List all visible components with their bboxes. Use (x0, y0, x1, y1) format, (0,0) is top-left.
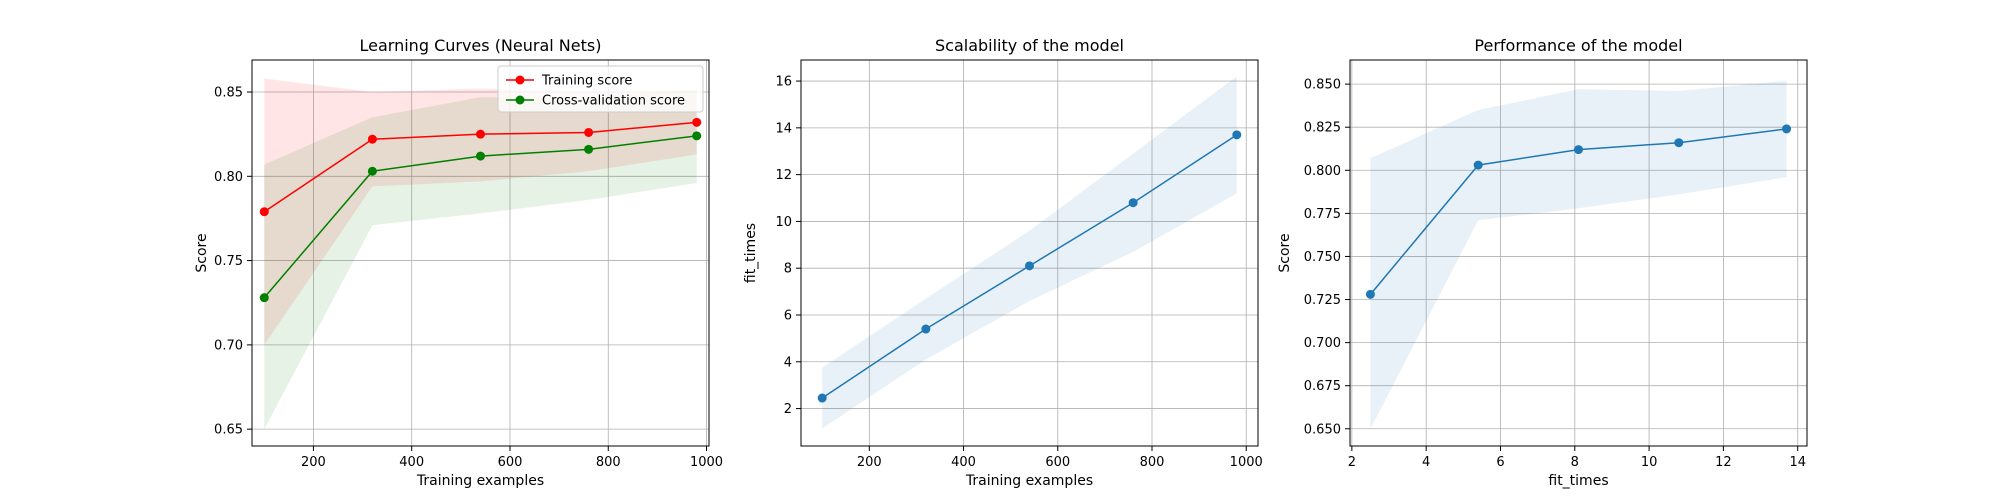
panel-1-xtick-label-1: 400 (951, 455, 976, 470)
panel-2-series-0-point-3 (1674, 138, 1684, 148)
panel-1-series-0-point-3 (1128, 198, 1138, 208)
panel-1-band-0 (822, 76, 1237, 429)
panel-0-ytick-label-2: 0.75 (214, 254, 243, 269)
panel-1-title: Scalability of the model (935, 36, 1124, 55)
panel-1-series-0-point-2 (1025, 261, 1034, 271)
panel-2-xtick-label-1: 4 (1422, 455, 1430, 470)
panel-1-series-0-point-4 (1232, 130, 1242, 140)
panel-1-ytick-label-1: 4 (784, 355, 792, 370)
panel-2-ytick-label-1: 0.675 (1304, 379, 1341, 394)
learning-curves-panel: 200 400 600 800 1000 0.65 0.70 0.75 0.80 0.85 Lear… (194, 36, 723, 489)
panel-1-ytick-label-7: 16 (775, 75, 792, 90)
panel-2-xtick-label-2: 6 (1496, 455, 1504, 470)
panel-2-ytick-label-2: 0.700 (1304, 336, 1341, 351)
panel-0-frame (251, 59, 710, 447)
panel-0-series-0-point-1 (367, 134, 377, 144)
panel-0-xtick-label-0: 200 (301, 455, 326, 470)
panel-2-ytick-label-6: 0.800 (1304, 164, 1341, 179)
panel-0-series-0-point-4 (692, 117, 702, 127)
panel-2-ytick-label-8: 0.850 (1304, 78, 1341, 93)
panel-2-xtick-label-3: 8 (1571, 455, 1579, 470)
panel-1-ytick-label-0: 2 (784, 402, 792, 417)
panel-0-legend-marker-1 (515, 95, 525, 105)
panel-2-ytick-label-7: 0.825 (1304, 121, 1341, 136)
panel-0-xtick-label-3: 800 (596, 455, 621, 470)
panel-2-ytick-label-5: 0.775 (1304, 207, 1341, 222)
panel-1-xtick-label-3: 800 (1140, 455, 1165, 470)
performance-panel: 2 4 6 8 10 12 14 0.650 0.675 0.700 0.725 0.750 0.775… (1277, 36, 1808, 489)
panel-1-frame (800, 59, 1259, 447)
panel-1-xtick-label-4: 1000 (1230, 455, 1263, 470)
panel-0-series-1-point-2 (476, 151, 485, 161)
panel-1-series-0-point-0 (817, 393, 827, 403)
panel-1-xtick-label-0: 200 (857, 455, 882, 470)
panel-0-ytick-label-0: 0.65 (214, 423, 243, 438)
panel-1-ytick-label-5: 12 (775, 168, 792, 183)
panel-2-xlabel: fit_times (1548, 473, 1608, 489)
panel-2-xtick-label-6: 14 (1789, 455, 1806, 470)
panel-0-series-1-point-4 (692, 131, 702, 141)
panel-1-ytick-label-6: 14 (775, 121, 792, 136)
panel-0-series-1-point-1 (367, 166, 377, 176)
panel-0-series-0-point-3 (584, 127, 594, 137)
panel-2-band-0 (1370, 80, 1787, 429)
panel-0-ytick-label-1: 0.70 (214, 338, 243, 353)
panel-0-legend-label-1: Cross-validation score (542, 94, 685, 109)
panel-0-ylabel: Score (194, 233, 210, 272)
panel-0-legend-box (497, 65, 704, 113)
panel-1-xlabel: Training examples (965, 473, 1093, 489)
panel-0-series-0-point-0 (259, 207, 269, 217)
panel-0-xtick-label-2: 600 (498, 455, 523, 470)
panel-2-series-0-point-2 (1574, 145, 1583, 155)
scalability-panel: 200 400 600 800 1000 2 4 6 8 10 12 14 16 Scalability … (743, 36, 1263, 489)
panel-2-ylabel: Score (1277, 233, 1293, 272)
panel-0-ytick-label-3: 0.80 (214, 170, 243, 185)
panel-1-ytick-label-2: 6 (784, 308, 792, 323)
panel-2-xtick-label-0: 2 (1348, 455, 1356, 470)
panel-1-xtick-label-2: 600 (1045, 455, 1070, 470)
panel-2-series-0-point-4 (1782, 124, 1792, 134)
panel-1-ytick-label-3: 8 (784, 262, 792, 277)
panel-2-ytick-label-0: 0.650 (1304, 422, 1341, 437)
panel-2-ytick-label-4: 0.750 (1304, 250, 1341, 265)
panel-0-xlabel: Training examples (416, 473, 544, 489)
panel-0-series-0-point-2 (476, 129, 485, 139)
panel-2-series-0-point-1 (1473, 160, 1483, 170)
panel-0-legend: Training score Cross-validation score (497, 65, 704, 113)
panel-1-series-0-point-1 (921, 324, 931, 334)
panel-2-series-0-point-0 (1365, 289, 1375, 299)
panel-2-xtick-label-4: 10 (1641, 455, 1658, 470)
panel-2-ytick-label-3: 0.725 (1304, 293, 1341, 308)
panel-0-legend-marker-0 (515, 75, 525, 85)
panel-0-series-1-point-3 (584, 144, 594, 154)
panel-0-series-1-point-0 (259, 293, 269, 303)
panel-0-title: Learning Curves (Neural Nets) (360, 36, 602, 55)
panel-1-ytick-label-4: 10 (775, 215, 792, 230)
panel-0-legend-label-0: Training score (541, 74, 632, 89)
panel-0-xtick-label-4: 1000 (690, 455, 723, 470)
panel-2-xtick-label-5: 12 (1715, 455, 1732, 470)
panel-0-ytick-label-4: 0.85 (214, 86, 243, 101)
panel-0-xtick-label-1: 400 (399, 455, 424, 470)
panel-2-title: Performance of the model (1474, 36, 1682, 55)
panel-1-ylabel: fit_times (743, 223, 759, 283)
panel-2-frame (1349, 59, 1808, 447)
